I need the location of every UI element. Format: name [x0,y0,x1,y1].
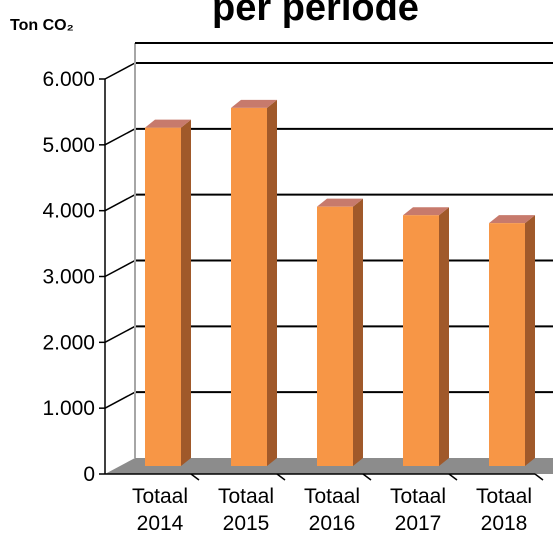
gridline-side [104,194,136,212]
x-tick-label: 2018 [481,512,528,535]
x-tick-label: Totaal [132,485,188,508]
bar-side [353,198,363,466]
bar [231,107,267,467]
gridline-side [104,128,136,146]
gridline-side [104,391,136,409]
bar-top [231,99,277,108]
unit-label: Ton CO₂ [10,17,74,34]
x-tick [448,473,458,481]
x-tick-label: 2014 [137,512,184,535]
x-tick [276,473,286,481]
bar-top [317,198,363,207]
y-tick-label: 3.000 [42,266,95,289]
y-tick-label: 6.000 [42,68,95,91]
x-tick-label: Totaal [390,485,446,508]
x-tick-label: Totaal [218,485,274,508]
x-tick-label: Totaal [476,485,532,508]
y-tick-label: 0 [83,463,95,486]
bar-side [181,119,191,467]
y-tick-label: 5.000 [42,134,95,157]
x-tick-label: Totaal [304,485,360,508]
bar-side [439,207,449,466]
bar [403,215,439,466]
y-tick-label: 4.000 [42,200,95,223]
x-tick [362,473,372,481]
bar [145,127,181,467]
y-tick-label: 2.000 [42,331,95,354]
bar-top [489,215,535,224]
bar-top [403,207,449,216]
y-tick-label: 1.000 [42,397,95,420]
bar-side [267,99,277,467]
gridline-side [104,62,136,80]
bar-side [525,215,535,466]
gridline-side [104,325,136,343]
x-tick [534,473,544,481]
x-tick [190,473,200,481]
bar [317,206,353,466]
x-tick-label: 2015 [223,512,270,535]
x-tick-label: 2017 [395,512,442,535]
bar-top [145,119,191,128]
x-tick-label: 2016 [309,512,356,535]
gridline-side [104,259,136,278]
bar [489,223,525,466]
chart-title: per periode [212,0,419,29]
